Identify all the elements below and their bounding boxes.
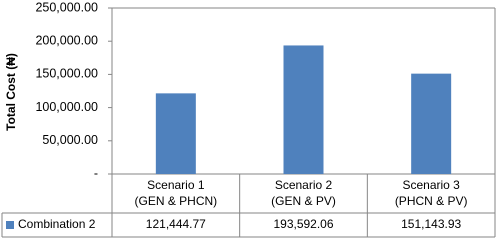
y-axis-title: Total Cost (₦) — [4, 53, 18, 131]
y-tick-label: 100,000.00 — [35, 100, 98, 114]
x-tick-label: (GEN & PHCN) — [134, 194, 217, 208]
x-tick-label: (GEN & PV) — [271, 194, 336, 208]
x-tick-label: Scenario 3 — [402, 178, 460, 192]
bar — [155, 93, 196, 174]
y-tick-label: - — [94, 166, 98, 180]
data-table-value: 193,592.06 — [273, 217, 333, 231]
x-tick-label: Scenario 1 — [147, 178, 205, 192]
y-tick-label: 200,000.00 — [35, 33, 98, 47]
data-table-value: 121,444.77 — [146, 217, 206, 231]
y-tick-label: 250,000.00 — [35, 0, 98, 14]
y-tick-label: 150,000.00 — [35, 67, 98, 81]
legend-key — [6, 221, 14, 229]
data-table-value: 151,143.93 — [401, 217, 461, 231]
y-tick-label: 50,000.00 — [42, 133, 98, 147]
x-tick-label: Scenario 2 — [275, 178, 333, 192]
legend-label: Combination 2 — [18, 217, 96, 231]
bar — [283, 45, 324, 175]
bar — [411, 73, 452, 174]
x-tick-label: (PHCN & PV) — [395, 194, 468, 208]
